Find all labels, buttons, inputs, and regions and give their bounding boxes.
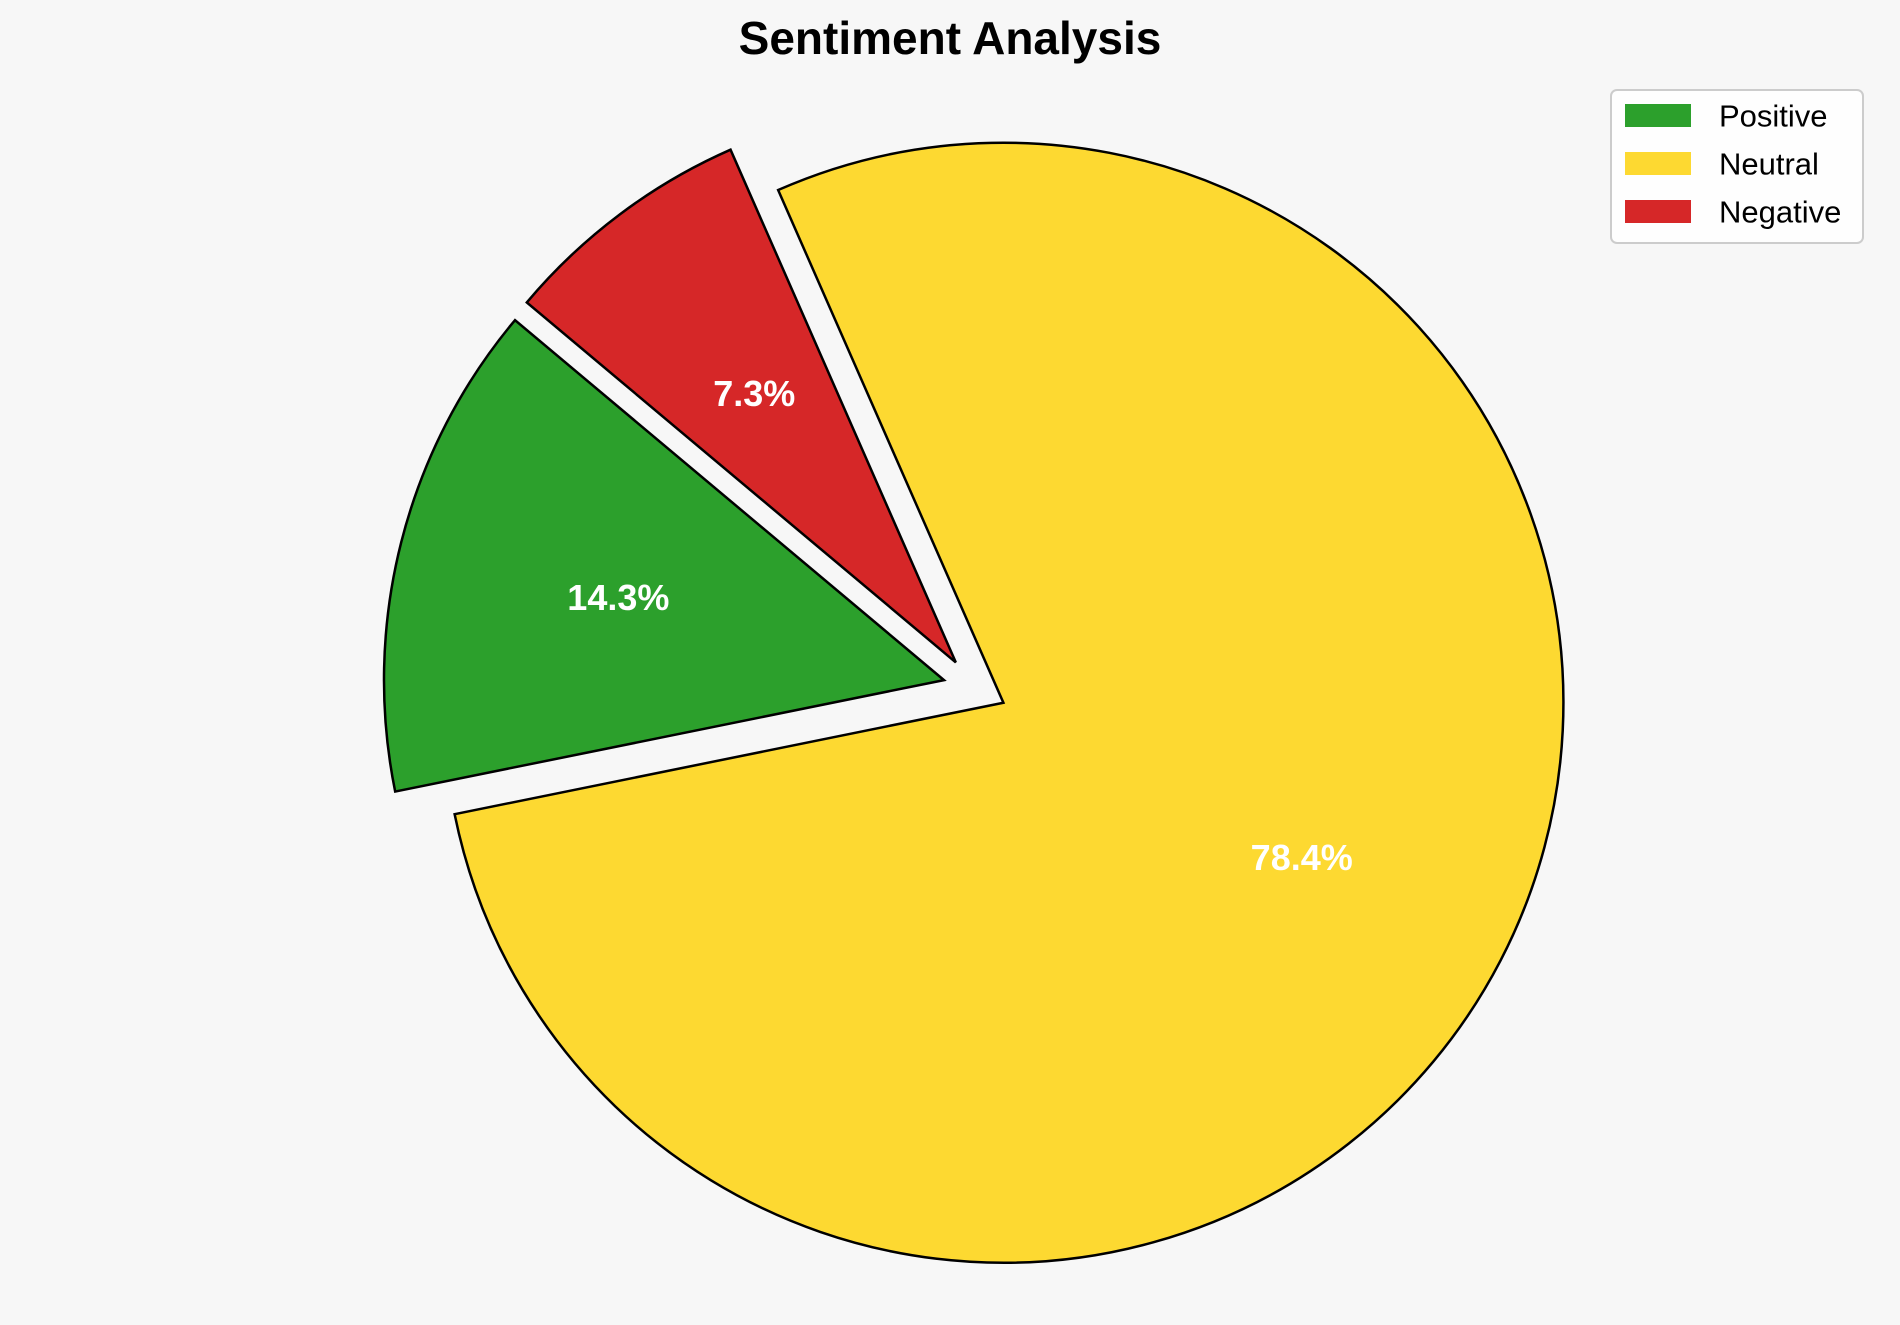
- legend-swatch-negative: [1625, 200, 1691, 223]
- labels-layer: 14.3% 78.4% 7.3%: [567, 373, 1352, 878]
- legend-label-neutral: Neutral: [1719, 147, 1819, 182]
- slice-label-positive: 14.3%: [567, 577, 669, 618]
- legend-swatch-positive: [1625, 104, 1691, 127]
- slices-layer: [382, 141, 1565, 1264]
- pie-slice-neutral: [453, 141, 1565, 1264]
- pie-slice-positive: [382, 318, 947, 794]
- legend: Positive Neutral Negative: [1610, 89, 1864, 244]
- legend-entries: Positive Neutral Negative: [1625, 99, 1841, 230]
- legend-label-positive: Positive: [1719, 99, 1828, 134]
- slice-label-negative: 7.3%: [713, 373, 795, 414]
- slice-label-neutral: 78.4%: [1251, 837, 1353, 878]
- legend-label-negative: Negative: [1719, 195, 1841, 230]
- chart-title: Sentiment Analysis: [739, 12, 1162, 64]
- legend-swatch-neutral: [1625, 152, 1691, 175]
- pie-slice-negative: [525, 148, 957, 664]
